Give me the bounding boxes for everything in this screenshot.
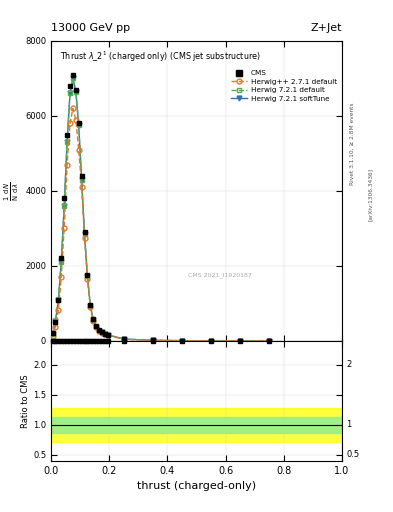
- Y-axis label: $\frac{1}{\mathrm{N}}\,\frac{\mathrm{d}N}{\mathrm{d}\lambda}$: $\frac{1}{\mathrm{N}}\,\frac{\mathrm{d}N…: [3, 181, 21, 201]
- Text: 13000 GeV pp: 13000 GeV pp: [51, 23, 130, 33]
- Text: 2: 2: [346, 360, 351, 369]
- Text: 1: 1: [346, 420, 351, 430]
- Text: Rivet 3.1.10, ≥ 2.8M events: Rivet 3.1.10, ≥ 2.8M events: [350, 102, 355, 185]
- Legend: CMS, Herwig++ 2.7.1 default, Herwig 7.2.1 default, Herwig 7.2.1 softTune: CMS, Herwig++ 2.7.1 default, Herwig 7.2.…: [230, 69, 338, 103]
- Text: CMS 2021_I1920187: CMS 2021_I1920187: [188, 272, 252, 278]
- Text: 0.5: 0.5: [346, 450, 359, 459]
- X-axis label: thrust (charged-only): thrust (charged-only): [137, 481, 256, 491]
- Text: Thrust $\lambda\_2^1$ (charged only) (CMS jet substructure): Thrust $\lambda\_2^1$ (charged only) (CM…: [60, 50, 261, 65]
- Text: [arXiv:1306.3436]: [arXiv:1306.3436]: [367, 168, 373, 221]
- Y-axis label: Ratio to CMS: Ratio to CMS: [21, 374, 30, 428]
- Text: Z+Jet: Z+Jet: [310, 23, 342, 33]
